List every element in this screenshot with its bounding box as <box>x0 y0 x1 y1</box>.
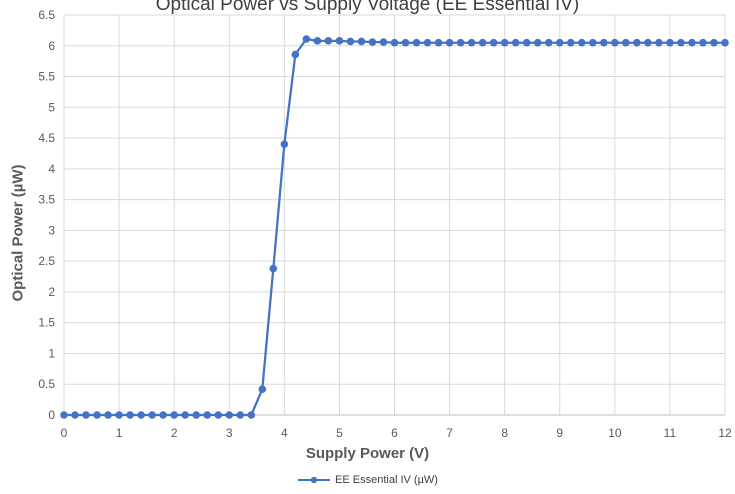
data-point <box>170 411 178 419</box>
x-tick-label: 1 <box>116 426 123 440</box>
data-point <box>346 37 355 46</box>
x-tick-label: 7 <box>446 426 453 440</box>
data-point <box>181 411 189 419</box>
y-tick-label: 1.5 <box>38 316 55 330</box>
y-tick-label: 3 <box>48 223 55 237</box>
data-point <box>566 38 575 47</box>
data-point <box>137 411 145 419</box>
data-point <box>710 38 718 47</box>
x-tick-label: 11 <box>664 426 677 440</box>
x-tick-label: 6 <box>391 426 398 440</box>
data-point <box>511 38 520 47</box>
data-point <box>478 38 487 47</box>
data-point <box>533 38 542 47</box>
data-point <box>611 38 619 47</box>
data-point <box>522 38 531 47</box>
y-tick-label: 6 <box>48 39 55 53</box>
data-point <box>622 38 630 47</box>
y-tick-label: 2.5 <box>38 254 55 268</box>
x-tick-label: 12 <box>718 426 732 440</box>
x-tick-label: 3 <box>226 426 233 440</box>
legend: EE Essential IV (µW) <box>0 474 735 486</box>
y-axis-title: Optical Power (µW) <box>9 164 27 302</box>
data-point <box>467 38 476 47</box>
data-point <box>445 38 454 47</box>
y-tick-label: 2 <box>48 285 55 299</box>
data-point <box>225 411 234 419</box>
data-point <box>203 411 212 419</box>
data-point <box>555 38 564 47</box>
x-tick-label: 8 <box>501 426 508 440</box>
data-point <box>357 37 366 46</box>
y-tick-label: 3.5 <box>38 193 55 207</box>
data-point <box>291 50 300 59</box>
data-point <box>677 38 685 47</box>
data-point <box>258 385 267 393</box>
data-point <box>412 38 421 47</box>
data-point <box>148 411 156 419</box>
data-point <box>71 411 79 419</box>
y-tick-label: 5 <box>48 100 55 114</box>
y-tick-label: 1 <box>48 346 55 360</box>
data-point <box>247 411 256 419</box>
data-point <box>379 38 388 46</box>
data-point <box>82 411 90 419</box>
data-point <box>335 37 344 45</box>
data-point <box>688 38 696 47</box>
data-point <box>368 38 377 46</box>
data-point <box>104 411 112 419</box>
data-point <box>489 38 498 47</box>
x-tick-label: 0 <box>61 426 68 440</box>
data-point <box>93 411 101 419</box>
x-axis-title: Supply Power (V) <box>305 445 430 462</box>
chart-title: Optical Power vs Supply Voltage (EE Esse… <box>155 0 580 15</box>
data-point <box>313 37 322 45</box>
data-point <box>666 38 674 47</box>
x-tick-label: 9 <box>556 426 563 440</box>
y-tick-label: 5.5 <box>38 70 55 84</box>
x-tick-label: 2 <box>171 426 178 440</box>
data-point <box>423 38 432 47</box>
data-point <box>280 140 289 149</box>
y-tick-label: 6.5 <box>38 8 55 22</box>
data-point <box>401 38 410 47</box>
data-point <box>269 264 278 273</box>
data-point <box>644 38 652 47</box>
data-point <box>214 411 223 419</box>
data-point <box>60 411 68 419</box>
data-point <box>721 38 729 47</box>
x-tick-label: 4 <box>281 426 288 440</box>
data-point <box>159 411 167 419</box>
x-tick-label: 10 <box>608 426 622 440</box>
data-point <box>302 35 311 43</box>
data-point <box>600 38 608 47</box>
data-point <box>390 38 399 47</box>
data-point <box>236 411 245 419</box>
data-point <box>456 38 465 47</box>
legend-marker-icon <box>298 476 331 484</box>
y-tick-label: 4 <box>48 162 55 176</box>
data-point <box>589 38 597 47</box>
data-point <box>699 38 707 47</box>
data-point <box>655 38 663 47</box>
data-point <box>324 37 333 45</box>
data-point <box>633 38 641 47</box>
y-tick-label: 4.5 <box>38 131 55 145</box>
data-point <box>434 38 443 47</box>
data-point <box>544 38 553 47</box>
data-point <box>500 38 509 47</box>
data-point <box>192 411 200 419</box>
legend-label: EE Essential IV (µW) <box>335 474 438 486</box>
x-tick-label: 5 <box>336 426 343 440</box>
data-point <box>126 411 134 419</box>
data-point <box>577 38 586 47</box>
y-tick-label: 0 <box>48 408 55 422</box>
y-tick-label: 0.5 <box>38 377 55 391</box>
data-point <box>115 411 123 419</box>
